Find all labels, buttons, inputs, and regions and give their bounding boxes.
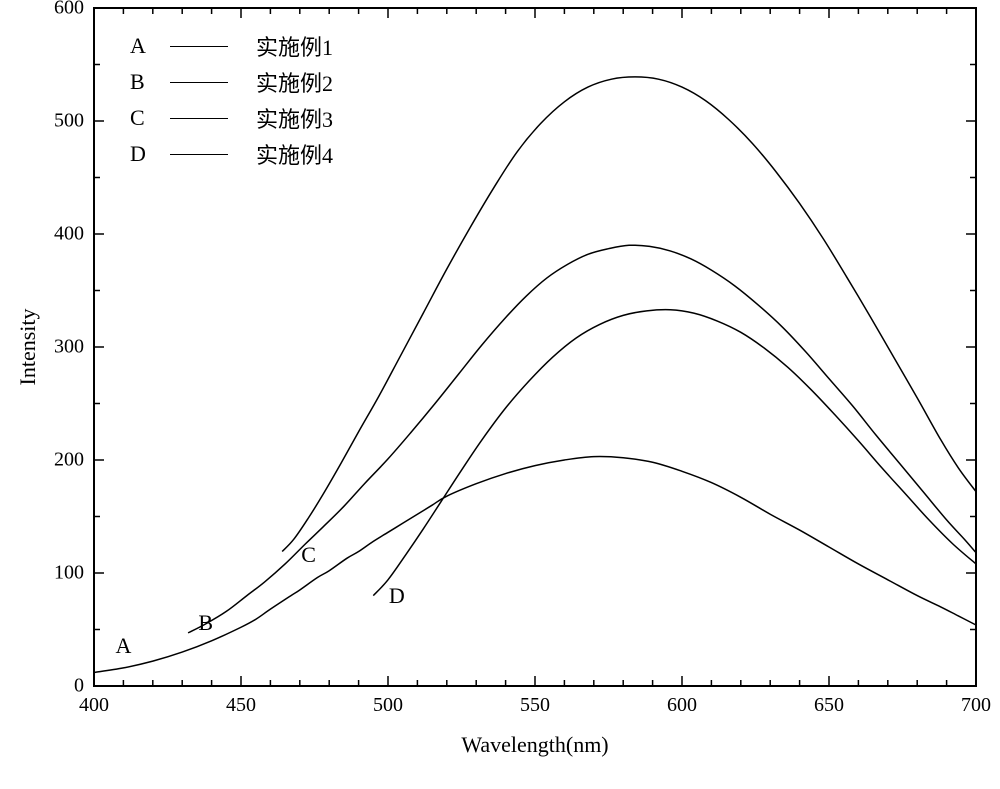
legend-label: 实施例4 — [256, 138, 333, 170]
series-A — [94, 456, 976, 672]
legend-line-sample — [170, 154, 228, 155]
x-tick-label: 650 — [814, 694, 844, 717]
x-tick-label: 600 — [667, 694, 697, 717]
y-tick-label: 100 — [54, 562, 84, 585]
legend-letter: D — [130, 141, 154, 167]
legend-row-D: D 实施例4 — [130, 138, 333, 170]
y-tick-label: 300 — [54, 336, 84, 359]
x-axis-title: Wavelength(nm) — [461, 732, 608, 758]
curve-letter-D: D — [389, 583, 405, 609]
legend-line-sample — [170, 46, 228, 47]
legend-letter: A — [130, 33, 154, 59]
x-tick-label: 700 — [961, 694, 991, 717]
curve-letter-B: B — [198, 610, 213, 636]
series-D — [373, 310, 976, 596]
legend-label: 实施例1 — [256, 30, 333, 62]
curve-letter-A: A — [115, 633, 131, 659]
spectrum-chart: 0100200300400500600 40045050055060065070… — [0, 0, 1000, 789]
y-tick-label: 200 — [54, 449, 84, 472]
legend-line-sample — [170, 82, 228, 83]
y-axis-title: Intensity — [15, 309, 41, 386]
legend-letter: C — [130, 105, 154, 131]
y-tick-label: 400 — [54, 223, 84, 246]
legend-row-A: A 实施例1 — [130, 30, 333, 62]
legend-line-sample — [170, 118, 228, 119]
legend-letter: B — [130, 69, 154, 95]
curve-letter-C: C — [301, 542, 316, 568]
x-tick-label: 450 — [226, 694, 256, 717]
x-tick-label: 500 — [373, 694, 403, 717]
x-tick-label: 550 — [520, 694, 550, 717]
y-tick-label: 600 — [54, 0, 84, 20]
y-tick-label: 500 — [54, 110, 84, 133]
legend-row-C: C 实施例3 — [130, 102, 333, 134]
x-tick-label: 400 — [79, 694, 109, 717]
legend-label: 实施例2 — [256, 66, 333, 98]
legend-row-B: B 实施例2 — [130, 66, 333, 98]
legend-label: 实施例3 — [256, 102, 333, 134]
